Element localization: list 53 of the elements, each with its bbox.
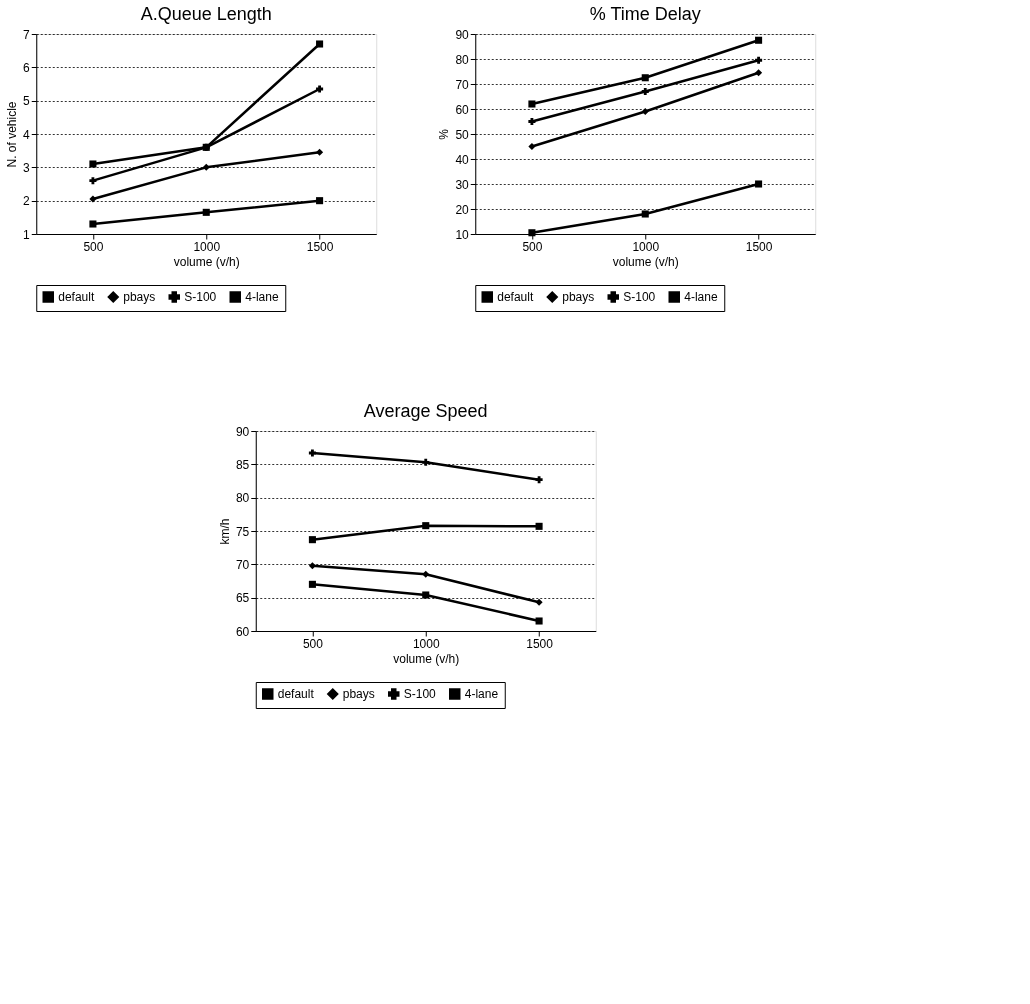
y-axis-title: km/h (217, 518, 232, 545)
legend-label: default (58, 290, 95, 304)
chart-title: % Time Delay (589, 4, 701, 24)
y-tick-label: 85 (235, 457, 250, 472)
y-axis-title: N. of vehicle (5, 101, 20, 168)
y-tick-label: 70 (235, 557, 250, 572)
x-axis-title: volume (v/h) (173, 254, 240, 269)
legend-label: pbays (342, 687, 375, 701)
legend-label: default (277, 687, 315, 701)
legend-label: 4-lane (684, 290, 718, 304)
x-tick-label: 1000 (632, 239, 660, 254)
y-tick-label: 7 (23, 27, 31, 42)
y-tick-label: 3 (23, 160, 31, 175)
chart-title: A.Queue Length (140, 4, 272, 24)
y-tick-label: 70 (455, 77, 470, 92)
legend-label: 4-lane (245, 290, 279, 304)
y-tick-label: 20 (455, 202, 470, 217)
y-tick-label: 80 (235, 491, 250, 506)
x-tick-label: 1500 (526, 636, 554, 651)
y-tick-label: 5 (23, 94, 31, 109)
legend-label: pbays (123, 290, 156, 304)
x-tick-label: 500 (83, 239, 104, 254)
x-tick-label: 500 (522, 239, 543, 254)
y-tick-label: 40 (455, 152, 470, 167)
y-tick-label: 60 (455, 102, 470, 117)
y-tick-label: 1 (23, 227, 31, 242)
legend-label: S-100 (184, 290, 217, 304)
legend-label: S-100 (623, 290, 656, 304)
y-tick-label: 65 (235, 591, 250, 606)
y-tick-label: 80 (455, 52, 470, 67)
legend-label: S-100 (403, 687, 437, 701)
y-tick-label: 30 (455, 177, 470, 192)
y-tick-label: 75 (235, 524, 250, 539)
x-tick-label: 1000 (193, 239, 221, 254)
legend-label: pbays (562, 290, 595, 304)
y-tick-label: 60 (235, 624, 250, 639)
chart-title: Average Speed (363, 401, 488, 421)
x-tick-label: 500 (302, 636, 324, 651)
x-tick-label: 1500 (306, 239, 334, 254)
y-tick-label: 50 (455, 127, 470, 142)
y-tick-label: 6 (23, 60, 31, 75)
x-axis-title: volume (v/h) (393, 651, 460, 666)
y-axis-title: % (437, 128, 452, 140)
x-axis-title: volume (v/h) (612, 254, 679, 269)
y-tick-label: 90 (455, 27, 470, 42)
legend-label: 4-lane (464, 687, 499, 701)
y-tick-label: 10 (455, 227, 470, 242)
x-tick-label: 1000 (412, 636, 440, 651)
x-tick-label: 1500 (745, 239, 773, 254)
legend-label: default (497, 290, 534, 304)
y-tick-label: 90 (235, 424, 250, 439)
y-tick-label: 2 (23, 194, 31, 209)
y-tick-label: 4 (23, 127, 31, 142)
